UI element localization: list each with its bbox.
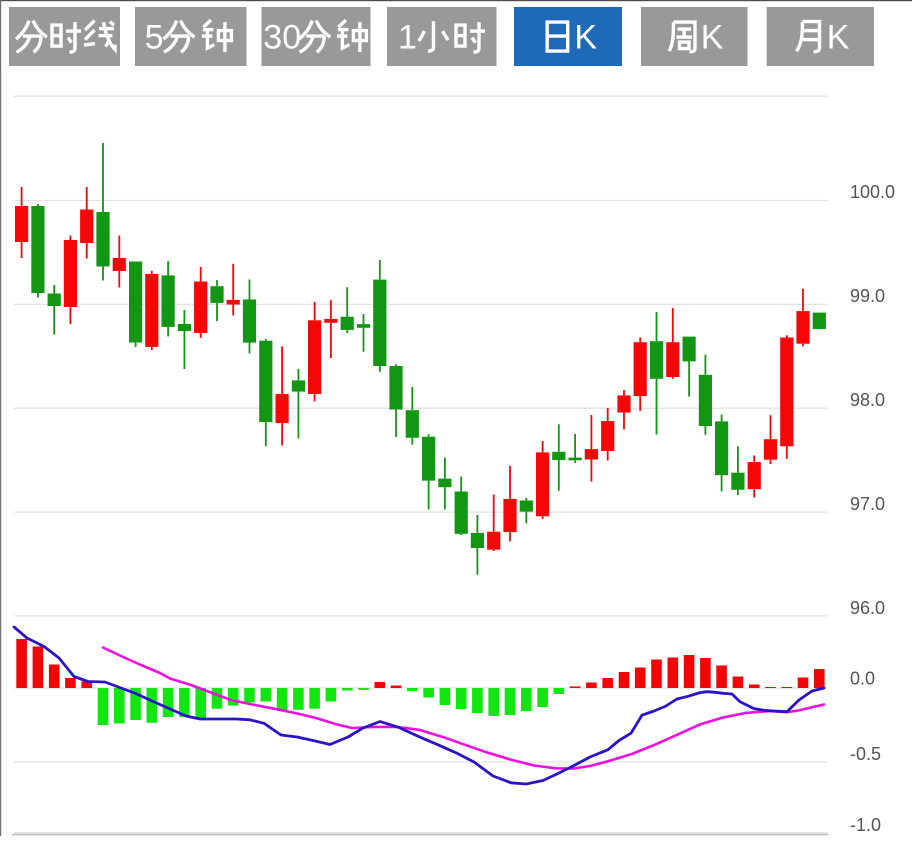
svg-text:30: 30 [263,19,301,57]
svg-text:97.0: 97.0 [850,494,885,514]
svg-text:100.0: 100.0 [850,182,895,202]
svg-text:96.0: 96.0 [850,598,885,618]
svg-text:0.0: 0.0 [850,668,875,688]
svg-text:-1.0: -1.0 [850,815,881,835]
svg-text:98.0: 98.0 [850,390,885,410]
svg-text:K: K [574,19,597,57]
svg-text:-0.5: -0.5 [850,744,881,764]
svg-text:5: 5 [145,19,164,57]
svg-text:99.0: 99.0 [850,286,885,306]
svg-text:K: K [827,19,850,57]
svg-text:1: 1 [398,19,417,57]
svg-text:K: K [701,19,724,57]
